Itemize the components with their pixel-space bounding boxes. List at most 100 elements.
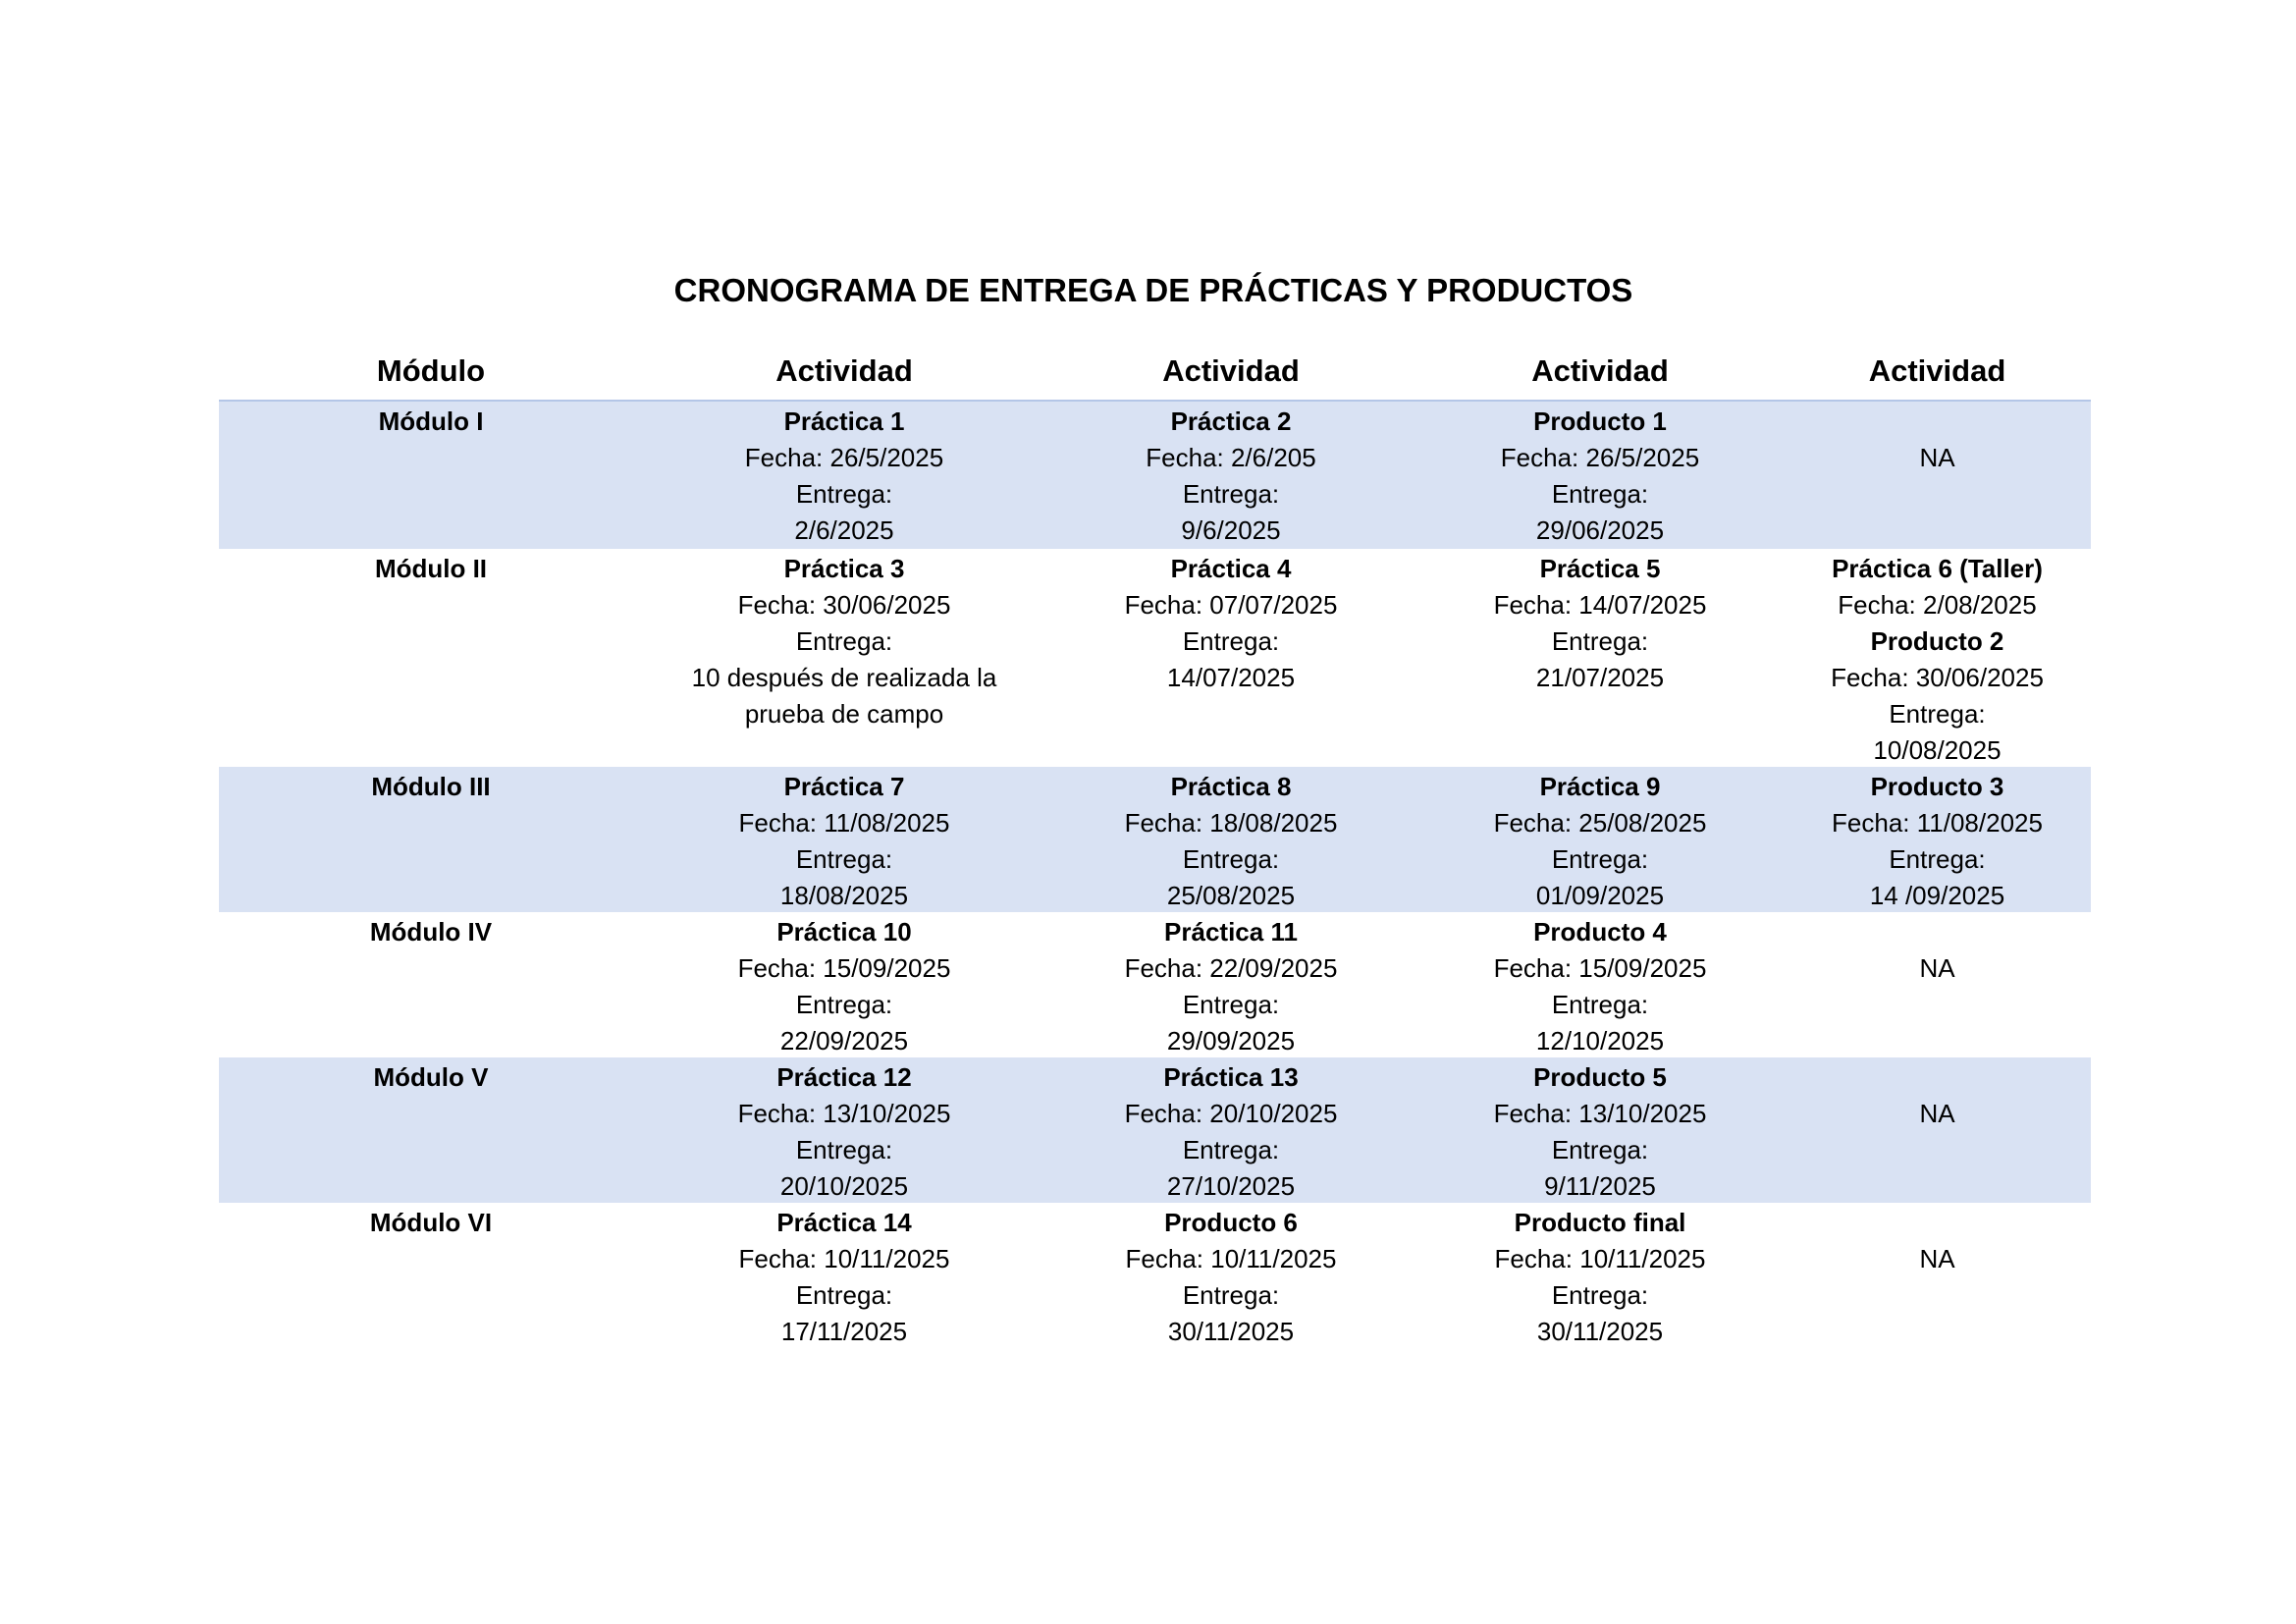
- activity-detail: Entrega:: [1551, 990, 1649, 1019]
- activity-cell: Práctica 2 Fecha: 2/6/205 Entrega: 9/6/2025: [1045, 404, 1416, 549]
- activity-detail: 14/07/2025: [1166, 663, 1296, 692]
- activity-detail: Entrega:: [1551, 1280, 1649, 1310]
- activity-name: Práctica 3: [783, 554, 905, 583]
- activity-cell: Producto 4 Fecha: 15/09/2025 Entrega: 12/10…: [1416, 914, 1784, 1057]
- activity-detail: Fecha: 25/08/2025: [1493, 808, 1707, 838]
- module-label: Módulo II: [374, 554, 488, 583]
- header-module: Módulo: [376, 353, 486, 388]
- activity-cell: NA: [1784, 404, 2091, 549]
- activity-detail: 29/06/2025: [1535, 515, 1665, 545]
- activity-cell: Producto 3 Fecha: 11/08/2025 Entrega: 14 /0…: [1784, 769, 2091, 912]
- activity-detail: Entrega:: [1182, 1135, 1280, 1164]
- activity-detail: 20/10/2025: [779, 1171, 909, 1201]
- activity-detail: Entrega:: [1551, 844, 1649, 874]
- module-label: Módulo I: [378, 406, 484, 436]
- table-body: Módulo I Práctica 1 Fecha: 26/5/2025 Entreg…: [219, 402, 2091, 1348]
- activity-detail: 01/09/2025: [1535, 881, 1665, 910]
- activity-name: Práctica 6 (Taller): [1832, 554, 2043, 583]
- activity-detail: Fecha: 2/6/205: [1146, 443, 1316, 472]
- module-cell: Módulo V: [219, 1059, 643, 1203]
- activity-name: Producto final: [1514, 1208, 1686, 1237]
- activity-detail: 30/11/2025: [1536, 1317, 1664, 1346]
- activity-detail: 10/08/2025: [1873, 735, 2002, 765]
- activity-detail: Fecha: 10/11/2025: [738, 1244, 950, 1273]
- activity-cell: Práctica 12 Fecha: 13/10/2025 Entrega: 20/1…: [643, 1059, 1045, 1203]
- activity-cell: NA: [1784, 914, 2091, 1057]
- module-cell: Módulo IV: [219, 914, 643, 1057]
- activity-name: Práctica 9: [1539, 772, 1661, 801]
- activity-detail: Fecha: 13/10/2025: [737, 1099, 951, 1128]
- activity-detail: Entrega:: [795, 990, 893, 1019]
- activity-cell: Práctica 1 Fecha: 26/5/2025 Entrega: 2/6/20…: [643, 404, 1045, 549]
- activity-detail: Entrega:: [1551, 626, 1649, 656]
- activity-detail: Fecha: 10/11/2025: [1494, 1244, 1706, 1273]
- module-label: Módulo III: [371, 772, 491, 801]
- activity-cell: Práctica 7 Fecha: 11/08/2025 Entrega: 18/08…: [643, 769, 1045, 912]
- table-row: Módulo III Práctica 7 Fecha: 11/08/2025 Ent…: [219, 767, 2091, 912]
- header-activity: Actividad: [775, 353, 913, 388]
- table-row: Módulo II Práctica 3 Fecha: 30/06/2025 Entr…: [219, 549, 2091, 767]
- activity-detail: Entrega:: [1551, 479, 1649, 509]
- activity-detail: Entrega:: [1889, 844, 1986, 874]
- na-label: NA: [1919, 443, 1955, 472]
- activity-cell: Producto 6 Fecha: 10/11/2025 Entrega: 30/11…: [1045, 1205, 1416, 1348]
- activity-detail: Fecha: 26/5/2025: [1500, 443, 1700, 472]
- activity-cell: Práctica 14 Fecha: 10/11/2025 Entrega: 17/1…: [643, 1205, 1045, 1348]
- activity-detail: Entrega:: [1182, 479, 1280, 509]
- activity-detail: 27/10/2025: [1166, 1171, 1296, 1201]
- module-cell: Módulo VI: [219, 1205, 643, 1348]
- na-label: NA: [1919, 1244, 1955, 1273]
- activity-cell: Práctica 13 Fecha: 20/10/2025 Entrega: 27/1…: [1045, 1059, 1416, 1203]
- activity-detail: Entrega:: [1551, 1135, 1649, 1164]
- activity-name: Producto 1: [1533, 406, 1667, 436]
- activity-detail: 10 después de realizada la prueba de cam…: [691, 663, 997, 729]
- activity-detail: Fecha: 11/08/2025: [738, 808, 950, 838]
- activity-detail: 22/09/2025: [779, 1026, 909, 1056]
- activity-detail: 9/11/2025: [1544, 1171, 1656, 1201]
- activity-name: Práctica 1: [783, 406, 905, 436]
- activity-detail: Fecha: 07/07/2025: [1124, 590, 1338, 620]
- activity-detail: Entrega:: [1182, 990, 1280, 1019]
- activity-name: Práctica 11: [1164, 917, 1298, 947]
- activity-name: Práctica 8: [1170, 772, 1292, 801]
- activity-cell: Producto final Fecha: 10/11/2025 Entrega: 3…: [1416, 1205, 1784, 1348]
- activity-cell: NA: [1784, 1059, 2091, 1203]
- header-activity: Actividad: [1531, 353, 1669, 388]
- activity-cell: Producto 1 Fecha: 26/5/2025 Entrega: 29/06/…: [1416, 404, 1784, 549]
- activity-detail: Fecha: 14/07/2025: [1493, 590, 1707, 620]
- activity-detail: Entrega:: [1182, 1280, 1280, 1310]
- na-label: NA: [1919, 953, 1955, 983]
- activity-cell: Práctica 10 Fecha: 15/09/2025 Entrega: 22/0…: [643, 914, 1045, 1057]
- table-header: Módulo Actividad Actividad Actividad Act…: [219, 344, 2091, 402]
- header-activity: Actividad: [1162, 353, 1300, 388]
- activity-name: Práctica 7: [783, 772, 905, 801]
- activity-detail: Fecha: 15/09/2025: [737, 953, 951, 983]
- activity-detail: Fecha: 30/06/2025: [1831, 663, 2044, 692]
- activity-detail: Fecha: 26/5/2025: [744, 443, 944, 472]
- activity-detail: 25/08/2025: [1166, 881, 1296, 910]
- module-cell: Módulo II: [219, 551, 643, 767]
- activity-detail: 17/11/2025: [780, 1317, 908, 1346]
- module-cell: Módulo I: [219, 404, 643, 549]
- activity-detail: Fecha: 22/09/2025: [1124, 953, 1338, 983]
- activity-name: Producto 2: [1870, 626, 2004, 656]
- schedule-table: Módulo Actividad Actividad Actividad Act…: [219, 344, 2091, 1348]
- activity-name: Práctica 2: [1170, 406, 1292, 436]
- module-label: Módulo VI: [369, 1208, 493, 1237]
- activity-name: Práctica 4: [1170, 554, 1292, 583]
- activity-name: Práctica 12: [776, 1062, 912, 1092]
- activity-name: Producto 4: [1533, 917, 1667, 947]
- header-activity: Actividad: [1868, 353, 2006, 388]
- activity-name: Práctica 13: [1163, 1062, 1299, 1092]
- activity-detail: Fecha: 11/08/2025: [1832, 808, 2043, 838]
- activity-name: Producto 3: [1870, 772, 2004, 801]
- module-cell: Módulo III: [219, 769, 643, 912]
- activity-cell: Práctica 11 Fecha: 22/09/2025 Entrega: 29/0…: [1045, 914, 1416, 1057]
- activity-detail: 9/6/2025: [1181, 515, 1281, 545]
- activity-cell: Práctica 6 (Taller) Fecha: 2/08/2025 Produ…: [1784, 551, 2091, 767]
- activity-name: Producto 6: [1164, 1208, 1298, 1237]
- module-label: Módulo IV: [369, 917, 493, 947]
- table-row: Módulo I Práctica 1 Fecha: 26/5/2025 Entreg…: [219, 402, 2091, 549]
- activity-cell: Producto 5 Fecha: 13/10/2025 Entrega: 9/11/…: [1416, 1059, 1784, 1203]
- activity-detail: Fecha: 20/10/2025: [1124, 1099, 1338, 1128]
